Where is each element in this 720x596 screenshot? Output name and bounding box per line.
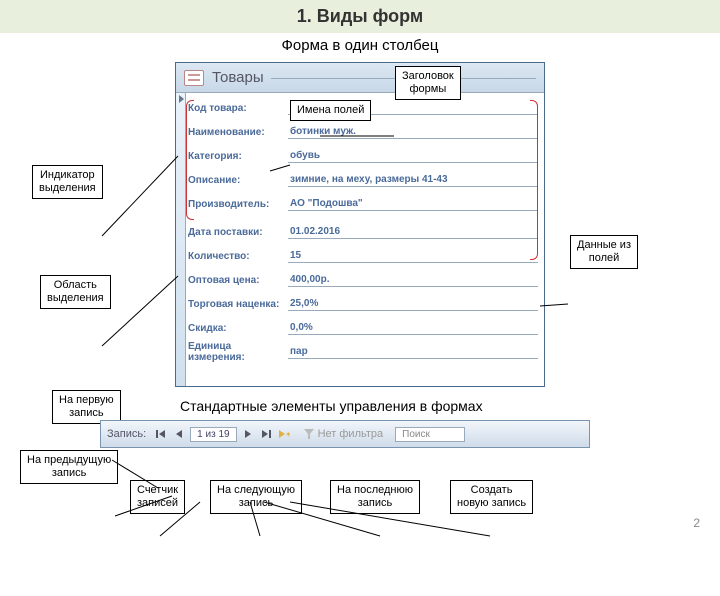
field-value[interactable]: обувь <box>288 149 538 163</box>
field-value[interactable]: 01.02.2016 <box>288 225 538 239</box>
form-row: Единица измерения:пар <box>188 341 538 363</box>
form-row: Скидка:0,0% <box>188 317 538 339</box>
label-prev-record: На предыдущуюзапись <box>20 450 118 484</box>
form-header-title: Товары <box>212 69 264 86</box>
field-label: Дата поставки: <box>188 227 288 238</box>
field-label: Торговая наценка: <box>188 299 288 310</box>
field-label: Описание: <box>188 175 288 186</box>
form-row: Дата поставки:01.02.2016 <box>188 221 538 243</box>
field-label: Оптовая цена: <box>188 275 288 286</box>
nav-prev-button[interactable] <box>171 426 187 442</box>
label-new-record: Создатьновую запись <box>450 480 533 514</box>
label-form-title: Заголовокформы <box>395 66 461 100</box>
selection-indicator <box>176 93 186 105</box>
field-value[interactable]: АО "Подошва" <box>288 197 538 211</box>
label-selection-indicator: Индикаторвыделения <box>32 165 103 199</box>
nav-first-button[interactable] <box>153 426 169 442</box>
selection-area[interactable] <box>176 93 186 386</box>
form-row: Описание:зимние, на меху, размеры 41-43 <box>188 169 538 191</box>
label-next-record: На следующуюзапись <box>210 480 302 514</box>
field-label: Количество: <box>188 251 288 262</box>
nav-next-button[interactable] <box>240 426 256 442</box>
form-row: Торговая наценка:25,0% <box>188 293 538 315</box>
nav-caption: Стандартные элементы управления в формах <box>180 398 483 414</box>
nav-filter[interactable]: Нет фильтра <box>303 428 384 440</box>
field-value[interactable]: пар <box>288 345 538 359</box>
form-row: Категория:обувь <box>188 145 538 167</box>
field-values-bracket <box>530 100 538 260</box>
field-value[interactable]: зимние, на меху, размеры 41-43 <box>288 173 538 187</box>
form-row: Количество:15 <box>188 245 538 267</box>
nav-new-button[interactable]: ✶ <box>276 426 292 442</box>
slide-subtitle: Форма в один столбец <box>0 37 720 54</box>
label-record-counter: Счетчикзаписей <box>130 480 185 514</box>
field-value[interactable]: 400,00р. <box>288 273 538 287</box>
field-value[interactable]: 0,0% <box>288 321 538 335</box>
field-names-bracket <box>186 100 194 220</box>
nav-search-box[interactable]: Поиск <box>395 427 465 442</box>
form-header: Товары <box>176 63 544 93</box>
field-label: Скидка: <box>188 323 288 334</box>
form-row: Оптовая цена:400,00р. <box>188 269 538 291</box>
form-body: Код товара:1Наименование:ботинки муж.Кат… <box>188 97 538 382</box>
label-data-fields: Данные изполей <box>570 235 638 269</box>
field-value[interactable]: 15 <box>288 249 538 263</box>
field-label: Наименование: <box>188 127 288 138</box>
record-nav-bar: Запись: 1 из 19 ✶ Нет фильтра Поиск <box>100 420 590 448</box>
label-selection-area: Областьвыделения <box>40 275 111 309</box>
field-value[interactable]: 25,0% <box>288 297 538 311</box>
field-label: Производитель: <box>188 199 288 210</box>
form-icon <box>184 70 204 86</box>
page-number: 2 <box>693 516 700 530</box>
svg-text:✶: ✶ <box>285 430 290 439</box>
form-row: Наименование:ботинки муж. <box>188 121 538 143</box>
filter-icon <box>303 428 315 440</box>
field-label: Единица измерения: <box>188 341 288 363</box>
slide-title: 1. Виды форм <box>0 0 720 33</box>
field-value[interactable]: ботинки муж. <box>288 125 538 139</box>
nav-record-label: Запись: <box>107 428 146 440</box>
label-field-names: Имена полей <box>290 100 371 121</box>
field-label: Категория: <box>188 151 288 162</box>
field-label: Код товара: <box>188 103 288 114</box>
form-row: Производитель:АО "Подошва" <box>188 193 538 215</box>
label-last-record: На последнююзапись <box>330 480 420 514</box>
nav-last-button[interactable] <box>258 426 274 442</box>
nav-counter[interactable]: 1 из 19 <box>190 427 236 442</box>
